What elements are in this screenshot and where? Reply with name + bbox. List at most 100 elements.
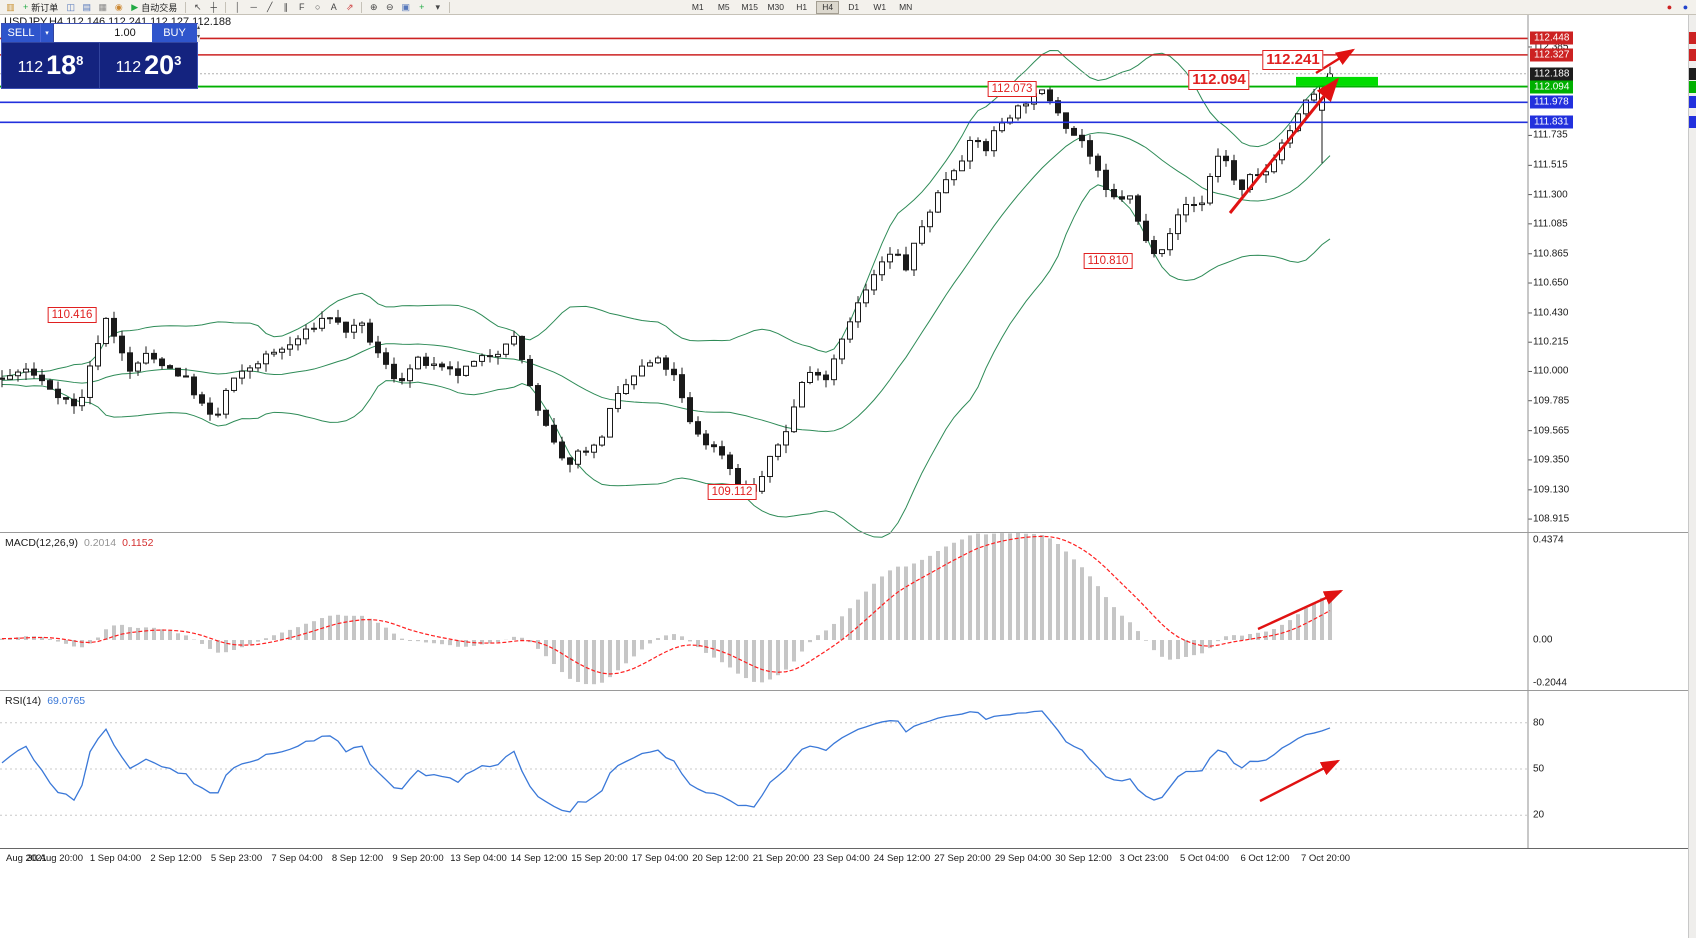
zoom-out-icon[interactable]: ⊖ (385, 1, 394, 12)
timeframe-button-w1[interactable]: W1 (873, 2, 887, 12)
community-icon[interactable]: ● (1682, 1, 1689, 12)
sell-price-whole: 112 (17, 59, 44, 76)
price-callout-112.241[interactable]: 112.241 (1262, 50, 1324, 71)
crosshair-icon[interactable]: ┼ (210, 1, 217, 12)
sell-price-fraction: 8 (76, 53, 84, 68)
data-window-icon[interactable]: ▦ (98, 1, 108, 12)
new-order-button-label: 新订单 (31, 2, 59, 13)
price-tick-111.085: 111.085 (1533, 218, 1568, 230)
price-callout-110.810[interactable]: 110.810 (1083, 253, 1133, 270)
time-label: 20 Sep 12:00 (692, 853, 749, 864)
macd-panel[interactable] (0, 533, 1688, 690)
time-label: 21 Sep 20:00 (752, 853, 810, 864)
price-chart-panel[interactable] (0, 15, 1688, 532)
rsi-indicator-label: RSI(14) 69.0765 (5, 695, 91, 707)
fibonacci-icon[interactable]: F (298, 1, 305, 12)
new-order-button[interactable]: + 新订单 (19, 1, 62, 14)
toolbar-separator (449, 1, 451, 13)
price-tick-111.300: 111.300 (1533, 189, 1568, 201)
scrollbar-mark (1689, 67, 1696, 80)
price-callout-112.073[interactable]: 112.073 (987, 81, 1037, 98)
buy-price-fraction: 3 (174, 53, 182, 68)
sell-button[interactable]: SELL (2, 24, 40, 42)
time-label: 17 Sep 04:00 (631, 853, 689, 864)
sell-caret-icon[interactable]: ▾ (40, 24, 53, 42)
price-tick-108.915: 108.915 (1533, 513, 1570, 525)
time-label: 7 Oct 20:00 (1300, 853, 1351, 864)
spin-up-icon[interactable]: ▴ (197, 25, 201, 31)
buy-price-pips: 20 (144, 50, 175, 80)
arrow-tool-icon[interactable]: ⇗ (345, 1, 354, 12)
timeframe-button-d1[interactable]: D1 (848, 2, 860, 12)
panel-divider-macd[interactable] (0, 532, 1688, 533)
chart-window-icon[interactable]: ▥ (6, 1, 15, 12)
macd-signal-value: 0.1152 (122, 537, 154, 549)
macd-indicator-label: MACD(12,26,9) 0.2014 0.1152 (5, 537, 159, 549)
price-callout-112.094[interactable]: 112.094 (1188, 70, 1250, 91)
time-label: 8 Sep 12:00 (331, 853, 384, 864)
new-order-button-icon: + (23, 2, 29, 12)
macd-tick--0.2044: -0.2044 (1533, 677, 1567, 689)
price-label-111.978: 111.978 (1530, 95, 1573, 109)
price-label-112.327: 112.327 (1530, 48, 1574, 62)
time-label: 9 Sep 20:00 (392, 853, 444, 864)
timeframe-button-mn[interactable]: MN (899, 2, 913, 12)
price-tick-110.215: 110.215 (1533, 336, 1569, 348)
indicators-caret-icon[interactable]: ▾ (435, 1, 440, 12)
time-label: Aug 2021 (6, 853, 47, 864)
timeframe-button-h1[interactable]: H1 (796, 2, 808, 12)
vertical-scrollbar[interactable] (1688, 15, 1696, 938)
toolbar-separator (185, 1, 187, 13)
market-watch-icon[interactable]: ▤ (82, 1, 92, 12)
spin-down-icon[interactable]: ▾ (197, 34, 201, 40)
panel-divider-rsi[interactable] (0, 690, 1688, 691)
sell-price-button[interactable]: 112 18 8 (2, 43, 99, 88)
trade-widget-prices: 112 18 8 112 20 3 (2, 43, 197, 88)
tile-windows-icon[interactable]: ▣ (401, 1, 410, 12)
rsi-tick-50: 50 (1533, 763, 1545, 775)
autotrade-button[interactable]: ▶ 自动交易 (127, 1, 181, 14)
timeframe-button-m15[interactable]: M15 (741, 2, 758, 12)
price-callout-110.416[interactable]: 110.416 (47, 306, 97, 323)
time-label: 24 Sep 12:00 (873, 853, 931, 864)
scrollbar-mark (1689, 116, 1696, 129)
macd-tick-0.4374: 0.4374 (1533, 534, 1564, 546)
price-tick-111.515: 111.515 (1533, 159, 1568, 171)
record-icon[interactable]: ● (1666, 1, 1673, 12)
trendline-icon[interactable]: ╱ (267, 1, 273, 12)
shapes-icon[interactable]: ○ (315, 1, 321, 12)
timeframe-button-h4[interactable]: H4 (816, 0, 840, 14)
cursor-icon[interactable]: ↖ (193, 1, 202, 12)
text-label-icon[interactable]: A (330, 1, 337, 12)
indicators-icon[interactable]: + (419, 1, 425, 12)
time-label: 3 Oct 23:00 (1119, 853, 1169, 864)
price-tick-110.430: 110.430 (1533, 307, 1569, 319)
price-callout-109.112[interactable]: 109.112 (707, 484, 757, 501)
time-label: 13 Sep 04:00 (450, 853, 507, 864)
navigator-icon[interactable]: ◉ (114, 1, 123, 12)
price-tick-110.865: 110.865 (1533, 248, 1569, 260)
timeframe-button-m5[interactable]: M5 (717, 2, 730, 12)
buy-button[interactable]: BUY (152, 24, 197, 42)
price-label-111.831: 111.831 (1530, 115, 1573, 129)
toolbar-separator (361, 1, 363, 13)
time-label: 14 Sep 12:00 (510, 853, 568, 864)
buy-price-button[interactable]: 112 20 3 (99, 43, 197, 88)
time-label: 15 Sep 20:00 (571, 853, 628, 864)
macd-main-value: 0.2014 (83, 537, 117, 549)
timeframe-button-m30[interactable]: M30 (767, 2, 784, 12)
profiles-icon[interactable]: ◫ (66, 1, 76, 12)
timeframe-button-m1[interactable]: M1 (691, 2, 704, 12)
time-label: 5 Sep 23:00 (210, 853, 263, 864)
rsi-panel[interactable] (0, 691, 1688, 847)
horizontal-line-icon[interactable]: ─ (250, 1, 257, 12)
vertical-line-icon[interactable]: │ (234, 1, 241, 12)
autotrade-button-icon: ▶ (131, 1, 139, 12)
equidistant-channel-icon[interactable]: ∥ (283, 1, 288, 12)
zoom-in-icon[interactable]: ⊕ (369, 1, 378, 12)
price-tick-110.000: 110.000 (1533, 365, 1569, 377)
time-axis[interactable]: Aug 2021 30 Aug 20:00 1 Sep 04:00 2 Sep 12:… (0, 848, 1688, 870)
rsi-name: RSI(14) (5, 695, 42, 707)
lot-size-field: ▴ ▾ (53, 24, 201, 42)
